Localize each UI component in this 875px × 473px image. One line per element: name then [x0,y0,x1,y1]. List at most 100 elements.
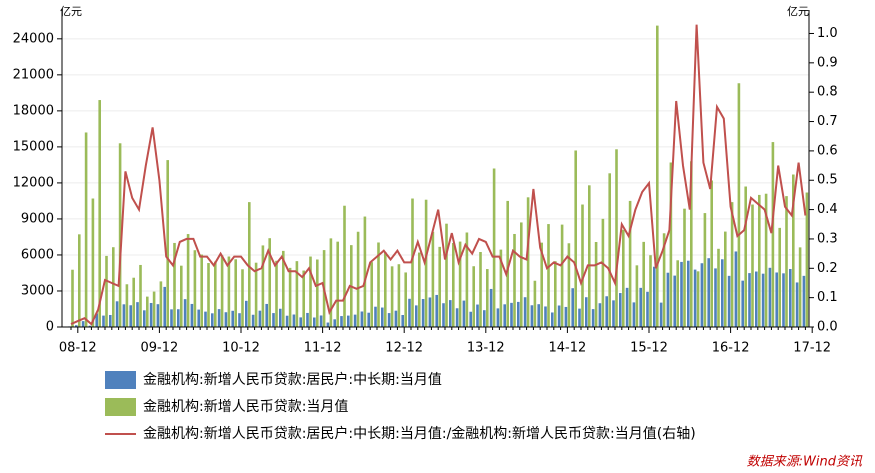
bar [292,314,296,327]
bar [445,223,448,327]
bar [197,309,200,327]
bar [105,255,108,327]
bar [163,286,166,327]
bar [653,266,656,327]
bar [469,311,472,327]
bar [727,275,731,327]
legend-label: 金融机构:新增人民币贷款:居民户:中长期:当月值 [143,371,442,388]
bar [91,198,95,327]
bar [483,310,486,327]
bar [802,275,806,327]
bar [734,251,738,327]
bar [560,224,564,327]
bar [789,269,792,327]
bar [591,309,595,327]
bar [217,309,221,327]
y2-tick-label: 0.6 [817,143,838,158]
bar [771,142,775,327]
bar [152,291,156,327]
bar [449,300,452,327]
bar [496,308,500,327]
bar [200,254,203,327]
bar [588,185,591,327]
bar [696,271,700,327]
y2-tick-label: 0.5 [817,173,838,188]
bar [261,245,265,327]
y2-tick-label: 0.4 [817,202,838,217]
bar [435,294,438,327]
bar [288,267,292,327]
bar [557,305,561,327]
bar [353,314,357,327]
bar [455,308,459,327]
bar [139,264,142,327]
bar [462,300,466,327]
bar [744,186,747,327]
y2-unit: 亿元 [787,5,809,18]
bar [285,315,289,327]
bar [693,269,697,327]
bar [129,305,132,327]
bar [778,227,781,327]
y-tick-label: 21000 [13,67,54,82]
bar [363,216,367,327]
bar [132,277,135,327]
bar [690,161,693,327]
bar [523,297,527,327]
bar [533,280,537,327]
y2-tick-label: 0.9 [817,55,838,70]
bar [193,250,197,327]
bar [268,238,271,327]
bar [669,162,673,327]
y2-tick-label: 1.0 [817,26,838,41]
bar [343,205,346,327]
bar [170,309,173,327]
bar [245,300,248,327]
y2-tick-label: 0.1 [817,290,838,305]
bar [792,174,795,327]
bar [313,317,316,327]
bar [411,198,414,327]
bar [798,247,802,327]
bar [220,255,224,327]
bar [673,275,676,327]
bar [489,288,493,327]
bar [662,233,666,327]
bar [622,229,625,327]
bar [639,287,642,327]
bar [84,132,88,327]
x-tick-label: 12-12 [385,341,423,356]
bar [438,246,441,327]
bar [251,314,255,327]
x-tick-label: 09-12 [141,341,179,356]
bar [520,222,523,327]
bar [547,224,550,327]
bar [615,149,618,327]
bar [401,314,404,327]
bar [387,313,391,327]
bar [112,247,115,327]
bar [513,233,516,327]
bar [499,249,503,327]
bar [510,302,513,327]
bar [336,241,339,327]
bar [601,218,605,327]
bar [551,312,554,327]
bar [95,313,98,327]
bar [316,259,319,327]
bar [659,302,663,327]
bar [183,299,187,327]
bar [282,250,285,327]
x-tick-label: 08-12 [59,341,97,356]
bar [204,311,207,327]
bar [594,241,598,327]
bar [724,231,727,327]
bar [394,310,398,327]
bar [98,100,101,327]
bar [564,306,568,327]
bar [295,261,299,327]
bar [326,322,330,327]
bar [431,231,435,327]
bar [578,308,581,327]
